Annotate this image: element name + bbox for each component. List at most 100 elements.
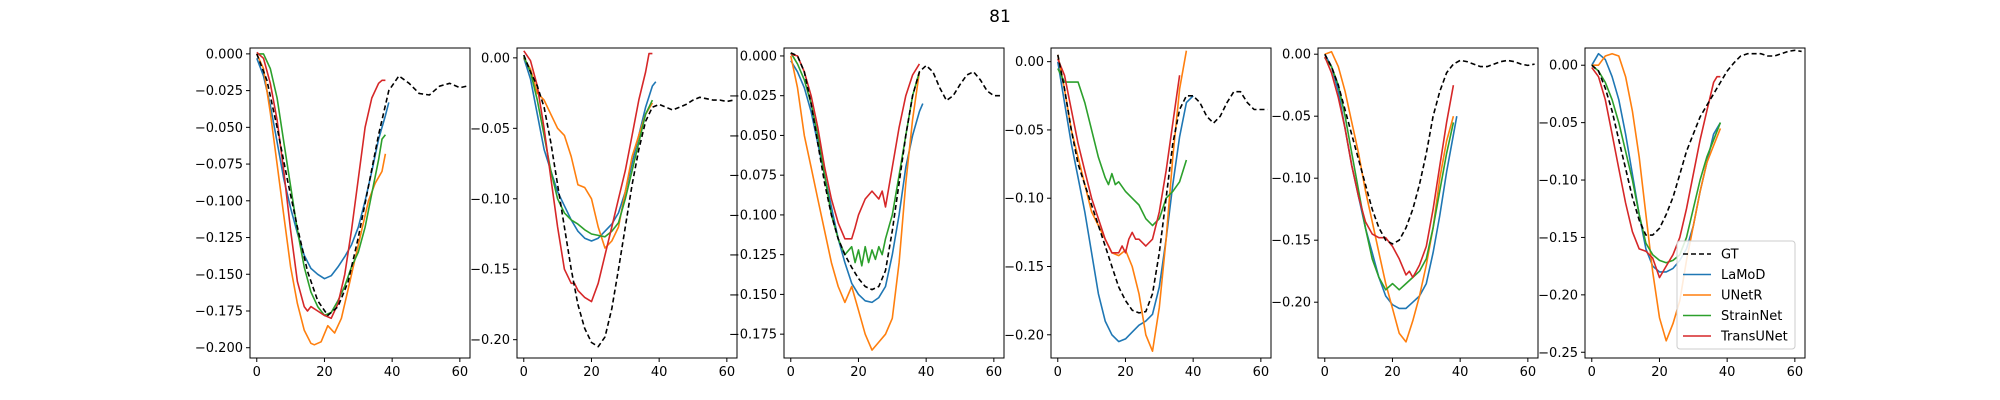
series-line-gt <box>1324 53 1535 245</box>
x-tick: 0 <box>520 358 528 380</box>
subplot-2: 0 20 40 60 0.00 −0.05 −0.10 −0.15 −0.20 <box>470 47 738 380</box>
x-tick: 40 <box>1452 358 1469 380</box>
x-tick-label: 0 <box>1321 365 1329 380</box>
x-tick: 0 <box>253 358 261 380</box>
x-tick: 0 <box>1321 358 1329 380</box>
y-tick-label: 0.00 <box>1015 55 1044 70</box>
y-tick: −0.150 <box>195 268 250 283</box>
y-tick-label: −0.15 <box>1004 260 1044 275</box>
y-tick: −0.075 <box>195 158 250 173</box>
y-tick-label: −0.025 <box>195 84 243 99</box>
legend: GT LaMoD UNetR StrainNet TransUNet <box>1676 240 1796 350</box>
y-tick: −0.100 <box>729 208 784 223</box>
y-tick-label: −0.050 <box>195 121 243 136</box>
x-tick-label: 20 <box>1651 365 1668 380</box>
series-line-gt <box>1057 54 1268 314</box>
x-tick-label: 40 <box>651 365 668 380</box>
y-tick-label: −0.10 <box>1538 174 1578 189</box>
y-tick-label: 0.00 <box>1549 59 1578 74</box>
y-tick: −0.25 <box>1538 346 1585 361</box>
x-tick-label: 0 <box>253 365 261 380</box>
y-tick-label: 0.00 <box>481 51 510 66</box>
y-tick: 0.000 <box>206 47 250 62</box>
y-tick: −0.025 <box>195 84 250 99</box>
x-tick-label: 0 <box>1588 365 1596 380</box>
y-tick-label: −0.15 <box>470 263 510 278</box>
series-line-strainnet <box>790 52 921 267</box>
legend-label: StrainNet <box>1721 309 1782 324</box>
series-line-gt <box>523 54 734 348</box>
series-line-gt <box>1591 49 1802 236</box>
series-line-unetr <box>790 55 921 351</box>
y-tick-label: −0.075 <box>729 169 777 184</box>
x-tick-label: 20 <box>316 365 333 380</box>
y-tick: −0.15 <box>470 263 517 278</box>
x-tick: 0 <box>1054 358 1062 380</box>
y-tick-label: −0.15 <box>1538 231 1578 246</box>
x-tick-label: 20 <box>583 365 600 380</box>
series-line-transunet <box>256 51 386 320</box>
y-tick-label: −0.20 <box>470 333 510 348</box>
subplot-4: 0 20 40 60 0.00 −0.05 −0.10 −0.15 −0.20 <box>1004 47 1272 380</box>
axes-frame <box>249 47 471 359</box>
subplot-1: 0 20 40 60 0.000 −0.025 −0.050 −0.075 −0.100 −0.1… <box>195 47 471 380</box>
y-tick: −0.20 <box>1538 288 1585 303</box>
series-line-transunet <box>1591 67 1721 279</box>
x-tick-label: 40 <box>918 365 935 380</box>
y-tick-label: −0.25 <box>1538 346 1578 361</box>
y-tick-label: 0.000 <box>206 47 243 62</box>
y-tick-label: −0.075 <box>195 158 243 173</box>
x-tick-label: 60 <box>452 365 469 380</box>
x-tick: 40 <box>384 358 401 380</box>
y-tick-label: −0.025 <box>729 89 777 104</box>
x-tick-label: 20 <box>1384 365 1401 380</box>
y-tick-label: 0.000 <box>740 49 777 64</box>
y-tick-label: −0.05 <box>1271 110 1311 125</box>
x-tick: 20 <box>583 358 600 380</box>
x-tick-label: 40 <box>1185 365 1202 380</box>
plot-area <box>517 48 737 358</box>
x-tick: 60 <box>452 358 469 380</box>
x-tick-label: 40 <box>384 365 401 380</box>
y-tick-label: −0.05 <box>470 122 510 137</box>
y-tick: −0.15 <box>1271 234 1318 249</box>
y-tick-label: −0.05 <box>1004 123 1044 138</box>
y-tick-label: −0.05 <box>1538 116 1578 131</box>
legend-label: UNetR <box>1721 289 1762 304</box>
series-line-transunet <box>1324 56 1455 279</box>
y-tick-label: −0.175 <box>729 328 777 343</box>
y-tick: 0.00 <box>481 51 517 66</box>
series-group <box>790 52 1001 351</box>
legend-label: TransUNet <box>1720 330 1788 345</box>
series-line-gt <box>790 52 1001 291</box>
series-group <box>256 51 467 346</box>
series-group <box>1057 50 1268 353</box>
y-tick: −0.050 <box>729 129 784 144</box>
y-tick: −0.10 <box>1538 174 1585 189</box>
series-line-strainnet <box>1057 68 1188 227</box>
x-tick: 60 <box>1520 358 1536 380</box>
y-tick-label: −0.125 <box>195 231 243 246</box>
y-tick-label: −0.050 <box>729 129 777 144</box>
y-tick: −0.125 <box>195 231 250 246</box>
y-tick: −0.200 <box>195 341 250 356</box>
x-tick: 60 <box>986 358 1003 380</box>
legend-box <box>1676 240 1796 350</box>
y-tick: −0.05 <box>1004 123 1051 138</box>
x-tick-label: 40 <box>1452 365 1469 380</box>
series-line-unetr <box>1057 50 1188 353</box>
series-line-transunet <box>1057 58 1181 254</box>
series-line-strainnet <box>1591 64 1722 264</box>
x-tick-label: 60 <box>986 365 1003 380</box>
x-tick: 20 <box>316 358 333 380</box>
x-tick: 40 <box>651 358 668 380</box>
y-tick: −0.05 <box>1538 116 1585 131</box>
x-tick-label: 0 <box>787 365 795 380</box>
x-tick: 60 <box>719 358 735 380</box>
y-tick-label: −0.150 <box>729 288 777 303</box>
x-tick: 0 <box>1588 358 1596 380</box>
x-tick-label: 0 <box>1054 365 1062 380</box>
y-tick: −0.05 <box>470 122 517 137</box>
x-tick: 20 <box>1651 358 1668 380</box>
y-tick-label: −0.15 <box>1271 234 1311 249</box>
